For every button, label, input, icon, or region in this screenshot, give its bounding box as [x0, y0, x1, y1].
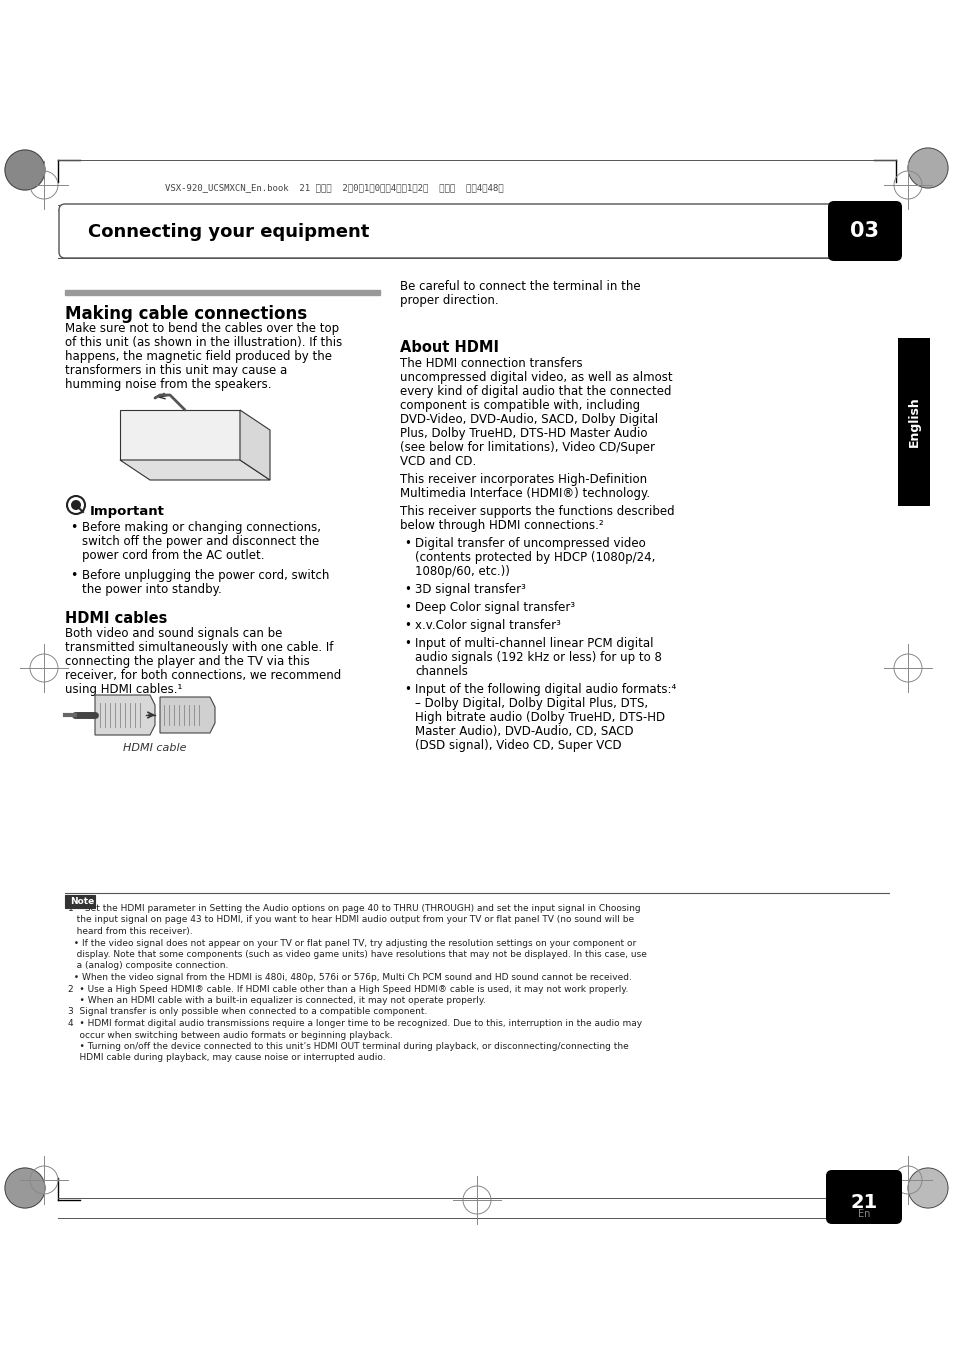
Text: Before making or changing connections,: Before making or changing connections, — [82, 521, 320, 535]
Text: (contents protected by HDCP (1080p/24,: (contents protected by HDCP (1080p/24, — [415, 551, 655, 564]
Text: 4  • HDMI format digital audio transmissions require a longer time to be recogni: 4 • HDMI format digital audio transmissi… — [68, 1019, 641, 1027]
Text: 2  • Use a High Speed HDMI® cable. If HDMI cable other than a High Speed HDMI® c: 2 • Use a High Speed HDMI® cable. If HDM… — [68, 984, 628, 994]
Text: a (analog) composite connection.: a (analog) composite connection. — [68, 961, 228, 971]
Text: Be careful to connect the terminal in the: Be careful to connect the terminal in th… — [399, 279, 640, 293]
Text: Plus, Dolby TrueHD, DTS-HD Master Audio: Plus, Dolby TrueHD, DTS-HD Master Audio — [399, 427, 647, 440]
Text: uncompressed digital video, as well as almost: uncompressed digital video, as well as a… — [399, 371, 672, 383]
Polygon shape — [95, 695, 154, 734]
Text: heard from this receiver).: heard from this receiver). — [68, 927, 193, 936]
Text: HDMI cable: HDMI cable — [123, 743, 187, 753]
Text: (see below for limitations), Video CD/Super: (see below for limitations), Video CD/Su… — [399, 441, 655, 454]
Text: •: • — [70, 521, 77, 535]
Text: Before unplugging the power cord, switch: Before unplugging the power cord, switch — [82, 568, 329, 582]
Text: English: English — [906, 397, 920, 447]
Text: •: • — [403, 601, 411, 614]
Text: • When an HDMI cable with a built-in equalizer is connected, it may not operate : • When an HDMI cable with a built-in equ… — [68, 996, 485, 1004]
Text: •: • — [403, 537, 411, 549]
Text: Digital transfer of uncompressed video: Digital transfer of uncompressed video — [415, 537, 645, 549]
Text: •: • — [403, 637, 411, 649]
Text: below through HDMI connections.²: below through HDMI connections.² — [399, 518, 603, 532]
Text: – Dolby Digital, Dolby Digital Plus, DTS,: – Dolby Digital, Dolby Digital Plus, DTS… — [415, 697, 647, 710]
Text: channels: channels — [415, 666, 467, 678]
Circle shape — [5, 150, 45, 190]
Text: Deep Color signal transfer³: Deep Color signal transfer³ — [415, 601, 575, 614]
Text: of this unit (as shown in the illustration). If this: of this unit (as shown in the illustrati… — [65, 336, 342, 350]
FancyBboxPatch shape — [59, 204, 835, 258]
Text: audio signals (192 kHz or less) for up to 8: audio signals (192 kHz or less) for up t… — [415, 651, 661, 664]
Text: Input of the following digital audio formats:⁴: Input of the following digital audio for… — [415, 683, 676, 697]
Text: •: • — [403, 683, 411, 697]
Text: • If the video signal does not appear on your TV or flat panel TV, try adjusting: • If the video signal does not appear on… — [68, 938, 636, 948]
Circle shape — [907, 1168, 947, 1208]
Text: happens, the magnetic field produced by the: happens, the magnetic field produced by … — [65, 350, 332, 363]
Circle shape — [907, 148, 947, 188]
Text: transmitted simultaneously with one cable. If: transmitted simultaneously with one cabl… — [65, 641, 333, 653]
Text: Important: Important — [90, 505, 165, 518]
Text: HDMI cables: HDMI cables — [65, 612, 167, 626]
Text: •: • — [403, 620, 411, 632]
Polygon shape — [240, 410, 270, 481]
Text: •: • — [403, 583, 411, 595]
Text: 3D signal transfer³: 3D signal transfer³ — [415, 583, 525, 595]
Text: This receiver incorporates High-Definition: This receiver incorporates High-Definiti… — [399, 472, 646, 486]
Text: Master Audio), DVD-Audio, CD, SACD: Master Audio), DVD-Audio, CD, SACD — [415, 725, 633, 738]
Text: Both video and sound signals can be: Both video and sound signals can be — [65, 626, 282, 640]
Text: Multimedia Interface (HDMI®) technology.: Multimedia Interface (HDMI®) technology. — [399, 487, 649, 500]
Text: power cord from the AC outlet.: power cord from the AC outlet. — [82, 549, 264, 562]
Text: DVD-Video, DVD-Audio, SACD, Dolby Digital: DVD-Video, DVD-Audio, SACD, Dolby Digita… — [399, 413, 658, 427]
Polygon shape — [160, 697, 214, 733]
Text: 1 • Set the HDMI parameter in Setting the Audio options on page 40 to THRU (THRO: 1 • Set the HDMI parameter in Setting th… — [68, 904, 640, 913]
Text: • When the video signal from the HDMI is 480i, 480p, 576i or 576p, Multi Ch PCM : • When the video signal from the HDMI is… — [68, 973, 631, 981]
Text: High bitrate audio (Dolby TrueHD, DTS-HD: High bitrate audio (Dolby TrueHD, DTS-HD — [415, 711, 664, 724]
Text: Note: Note — [70, 898, 94, 906]
Text: About HDMI: About HDMI — [399, 340, 498, 355]
Text: (DSD signal), Video CD, Super VCD: (DSD signal), Video CD, Super VCD — [415, 738, 621, 752]
Text: connecting the player and the TV via this: connecting the player and the TV via thi… — [65, 655, 310, 668]
Text: This receiver supports the functions described: This receiver supports the functions des… — [399, 505, 674, 518]
Text: proper direction.: proper direction. — [399, 294, 498, 306]
Text: Input of multi-channel linear PCM digital: Input of multi-channel linear PCM digita… — [415, 637, 653, 649]
Text: VSX-920_UCSMXCN_En.book  21 ページ  2、0、1、0年、4月、1、2日  月曜日  午後4時48分: VSX-920_UCSMXCN_En.book 21 ページ 2、0、1、0年、… — [165, 184, 503, 192]
Text: • Turning on/off the device connected to this unit’s HDMI OUT terminal during pl: • Turning on/off the device connected to… — [68, 1042, 628, 1052]
Text: VCD and CD.: VCD and CD. — [399, 455, 476, 468]
Text: the input signal on page 43 to HDMI, if you want to hear HDMI audio output from : the input signal on page 43 to HDMI, if … — [68, 915, 634, 925]
Text: switch off the power and disconnect the: switch off the power and disconnect the — [82, 535, 319, 548]
Text: transformers in this unit may cause a: transformers in this unit may cause a — [65, 364, 287, 377]
FancyBboxPatch shape — [825, 1170, 901, 1224]
Circle shape — [5, 1168, 45, 1208]
Text: The HDMI connection transfers: The HDMI connection transfers — [399, 356, 582, 370]
Polygon shape — [120, 460, 270, 481]
Text: 03: 03 — [850, 221, 879, 242]
Text: x.v.Color signal transfer³: x.v.Color signal transfer³ — [415, 620, 560, 632]
Text: occur when switching between audio formats or beginning playback.: occur when switching between audio forma… — [68, 1030, 393, 1040]
FancyBboxPatch shape — [827, 201, 901, 261]
Text: the power into standby.: the power into standby. — [82, 583, 221, 595]
Text: Connecting your equipment: Connecting your equipment — [88, 223, 369, 242]
Text: 21: 21 — [849, 1192, 877, 1211]
Text: Making cable connections: Making cable connections — [65, 305, 307, 323]
Text: humming noise from the speakers.: humming noise from the speakers. — [65, 378, 272, 392]
Text: En: En — [857, 1210, 869, 1219]
Text: receiver, for both connections, we recommend: receiver, for both connections, we recom… — [65, 670, 341, 682]
Bar — [65, 895, 95, 909]
Text: Make sure not to bend the cables over the top: Make sure not to bend the cables over th… — [65, 323, 338, 335]
Polygon shape — [120, 410, 240, 460]
Text: display. Note that some components (such as video game units) have resolutions t: display. Note that some components (such… — [68, 950, 646, 958]
Circle shape — [71, 500, 81, 510]
Text: •: • — [70, 568, 77, 582]
Text: every kind of digital audio that the connected: every kind of digital audio that the con… — [399, 385, 671, 398]
Text: 3  Signal transfer is only possible when connected to a compatible component.: 3 Signal transfer is only possible when … — [68, 1007, 427, 1017]
Text: 1080p/60, etc.)): 1080p/60, etc.)) — [415, 566, 509, 578]
Text: HDMI cable during playback, may cause noise or interrupted audio.: HDMI cable during playback, may cause no… — [68, 1053, 385, 1062]
Text: component is compatible with, including: component is compatible with, including — [399, 400, 639, 412]
Text: using HDMI cables.¹: using HDMI cables.¹ — [65, 683, 182, 697]
Bar — [897, 338, 929, 506]
Bar — [65, 290, 379, 296]
